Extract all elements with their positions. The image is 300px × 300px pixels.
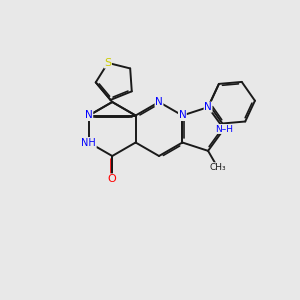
Text: N–H: N–H xyxy=(215,124,233,134)
Text: N: N xyxy=(178,110,186,121)
Text: CH₃: CH₃ xyxy=(209,163,226,172)
Text: NH: NH xyxy=(82,137,96,148)
Text: S: S xyxy=(104,58,112,68)
Text: O: O xyxy=(108,174,117,184)
Text: N: N xyxy=(85,110,93,121)
Text: N: N xyxy=(155,97,163,107)
Text: N: N xyxy=(204,102,212,112)
